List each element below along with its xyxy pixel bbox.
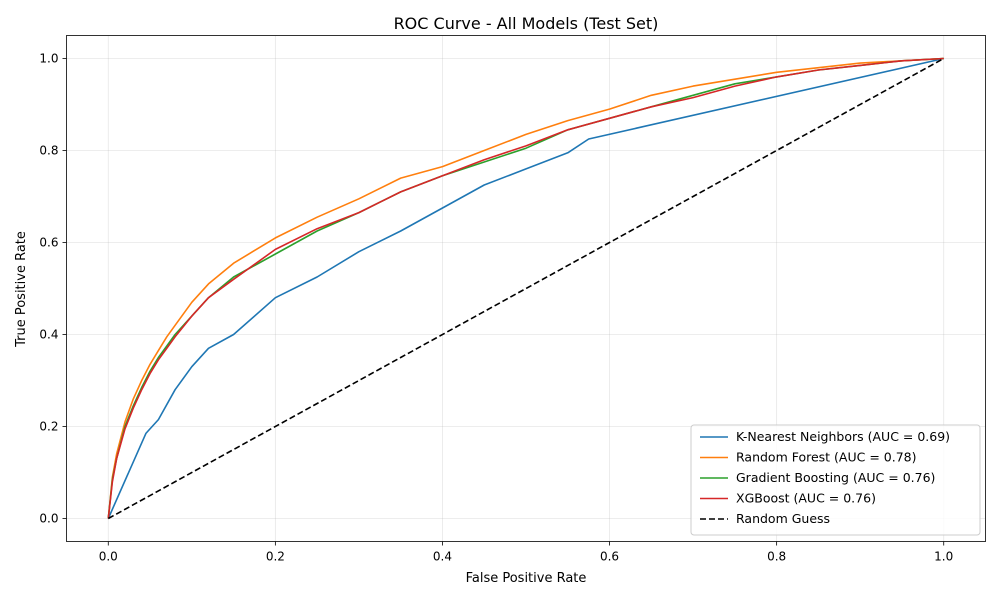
y-tick-label: 0.6 xyxy=(39,236,58,250)
plot-frame xyxy=(66,35,986,542)
x-tick-label: 0.8 xyxy=(767,550,786,564)
series-line-4 xyxy=(107,57,945,520)
y-tick-label: 0.0 xyxy=(39,512,58,526)
y-tick-label: 0.2 xyxy=(39,420,58,434)
series-line-0 xyxy=(107,57,944,519)
legend-label-2: Gradient Boosting (AUC = 0.76) xyxy=(736,470,935,485)
y-tick-label: 0.4 xyxy=(39,328,58,342)
y-tick-label: 0.8 xyxy=(39,144,58,158)
series-lines xyxy=(107,57,945,520)
x-tick-label: 1.0 xyxy=(934,550,953,564)
y-axis-label: True Positive Rate xyxy=(14,231,29,348)
x-tick-label: 0.2 xyxy=(266,550,285,564)
x-tick-label: 0.6 xyxy=(600,550,619,564)
x-tick-label: 0.4 xyxy=(433,550,452,564)
axis-ticks: 0.0 0.2 0.4 0.6 0.8 1.0 0.0 0.2 0.4 0.6 0.8 1.0 xyxy=(39,52,953,564)
grid xyxy=(66,35,986,542)
x-tick-label: 0.0 xyxy=(99,550,118,564)
x-axis-label: False Positive Rate xyxy=(466,571,587,586)
chart-title: ROC Curve - All Models (Test Set) xyxy=(394,14,659,33)
legend-label-4: Random Guess xyxy=(736,511,830,526)
legend: K-Nearest Neighbors (AUC = 0.69) Random F… xyxy=(690,424,981,536)
series-line-1 xyxy=(107,57,944,519)
legend-box xyxy=(690,424,981,536)
series-line-2 xyxy=(107,57,944,519)
legend-label-0: K-Nearest Neighbors (AUC = 0.69) xyxy=(736,429,950,444)
legend-label-1: Random Forest (AUC = 0.78) xyxy=(736,450,917,465)
legend-label-3: XGBoost (AUC = 0.76) xyxy=(736,491,876,506)
series-line-3 xyxy=(107,57,944,519)
y-tick-label: 1.0 xyxy=(39,52,58,66)
